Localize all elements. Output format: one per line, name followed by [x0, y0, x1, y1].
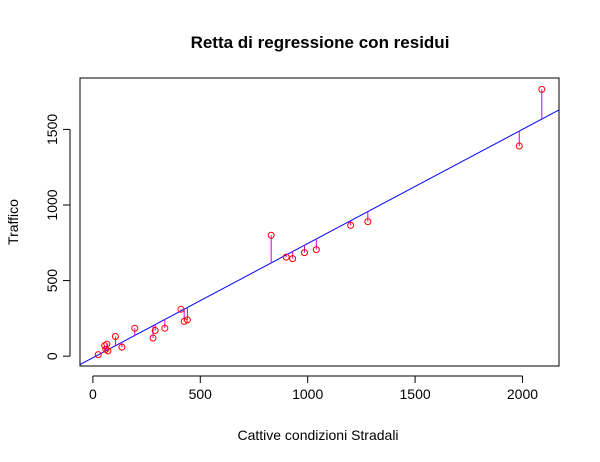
- x-tick-label: 1000: [292, 386, 323, 402]
- data-point: [103, 340, 111, 348]
- data-point: [183, 316, 191, 324]
- chart-title: Retta di regressione con residui: [191, 33, 450, 52]
- x-axis-label: Cattive condizioni Stradali: [237, 427, 398, 443]
- data-point: [300, 249, 308, 257]
- plot-frame: [79, 77, 560, 367]
- x-tick-label: 0: [89, 386, 97, 402]
- data-point: [515, 142, 523, 150]
- data-point: [111, 333, 119, 341]
- data-point: [149, 334, 157, 342]
- data-point: [102, 345, 110, 353]
- data-point: [289, 255, 297, 263]
- data-point: [131, 324, 139, 332]
- data-point: [180, 317, 188, 325]
- data-point: [101, 342, 109, 350]
- data-point: [94, 351, 102, 359]
- data-point: [347, 221, 355, 229]
- data-point: [177, 305, 185, 313]
- data-point: [312, 246, 320, 254]
- y-tick-label: 500: [44, 269, 60, 293]
- y-tick-label: 1000: [44, 189, 60, 220]
- data-point: [267, 231, 275, 239]
- x-tick-label: 500: [189, 386, 213, 402]
- regression-line: [80, 109, 559, 365]
- data-point: [364, 218, 372, 226]
- y-tick-label: 1500: [44, 114, 60, 145]
- data-point: [104, 347, 112, 355]
- data-point: [151, 326, 159, 334]
- data-point: [118, 343, 126, 351]
- y-axis-label: Traffico: [5, 199, 21, 245]
- x-tick-label: 1500: [400, 386, 431, 402]
- y-tick-label: 0: [44, 352, 60, 360]
- data-point: [161, 324, 169, 332]
- data-point: [538, 85, 546, 93]
- data-point: [282, 253, 290, 261]
- x-tick-label: 2000: [507, 386, 538, 402]
